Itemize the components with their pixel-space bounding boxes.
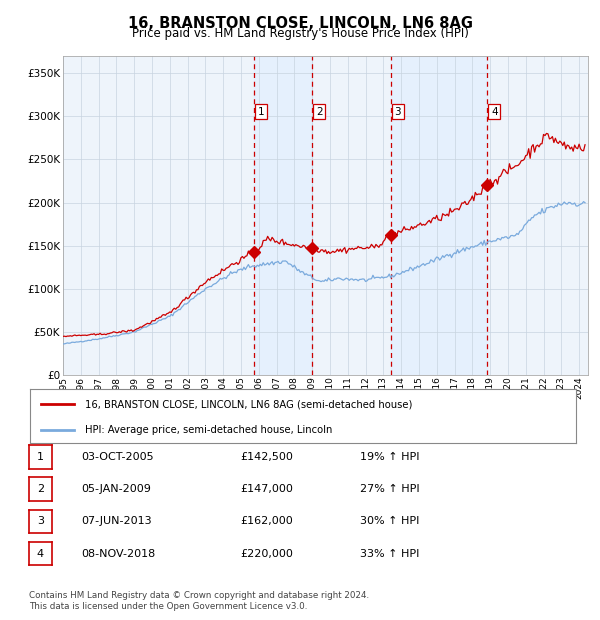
- Text: 1: 1: [37, 452, 44, 462]
- Text: £162,000: £162,000: [240, 516, 293, 526]
- Text: 1: 1: [258, 107, 265, 117]
- Bar: [391, 56, 487, 375]
- Text: 27% ↑ HPI: 27% ↑ HPI: [360, 484, 419, 494]
- Text: 03-OCT-2005: 03-OCT-2005: [81, 452, 154, 462]
- Text: This data is licensed under the Open Government Licence v3.0.: This data is licensed under the Open Gov…: [29, 602, 307, 611]
- Text: £147,000: £147,000: [240, 484, 293, 494]
- Text: 4: 4: [37, 549, 44, 559]
- Text: 2: 2: [37, 484, 44, 494]
- Text: £220,000: £220,000: [240, 549, 293, 559]
- Text: 19% ↑ HPI: 19% ↑ HPI: [360, 452, 419, 462]
- Text: HPI: Average price, semi-detached house, Lincoln: HPI: Average price, semi-detached house,…: [85, 425, 332, 435]
- Text: 33% ↑ HPI: 33% ↑ HPI: [360, 549, 419, 559]
- Text: 16, BRANSTON CLOSE, LINCOLN, LN6 8AG: 16, BRANSTON CLOSE, LINCOLN, LN6 8AG: [128, 16, 473, 30]
- Text: 16, BRANSTON CLOSE, LINCOLN, LN6 8AG (semi-detached house): 16, BRANSTON CLOSE, LINCOLN, LN6 8AG (se…: [85, 399, 412, 409]
- Text: 3: 3: [395, 107, 401, 117]
- Text: Price paid vs. HM Land Registry's House Price Index (HPI): Price paid vs. HM Land Registry's House …: [131, 27, 469, 40]
- Text: 05-JAN-2009: 05-JAN-2009: [81, 484, 151, 494]
- Text: Contains HM Land Registry data © Crown copyright and database right 2024.: Contains HM Land Registry data © Crown c…: [29, 591, 369, 600]
- Text: 07-JUN-2013: 07-JUN-2013: [81, 516, 152, 526]
- Text: 08-NOV-2018: 08-NOV-2018: [81, 549, 155, 559]
- Text: 3: 3: [37, 516, 44, 526]
- Text: £142,500: £142,500: [240, 452, 293, 462]
- Text: 2: 2: [316, 107, 323, 117]
- Bar: [254, 56, 313, 375]
- Text: 30% ↑ HPI: 30% ↑ HPI: [360, 516, 419, 526]
- Text: 4: 4: [491, 107, 497, 117]
